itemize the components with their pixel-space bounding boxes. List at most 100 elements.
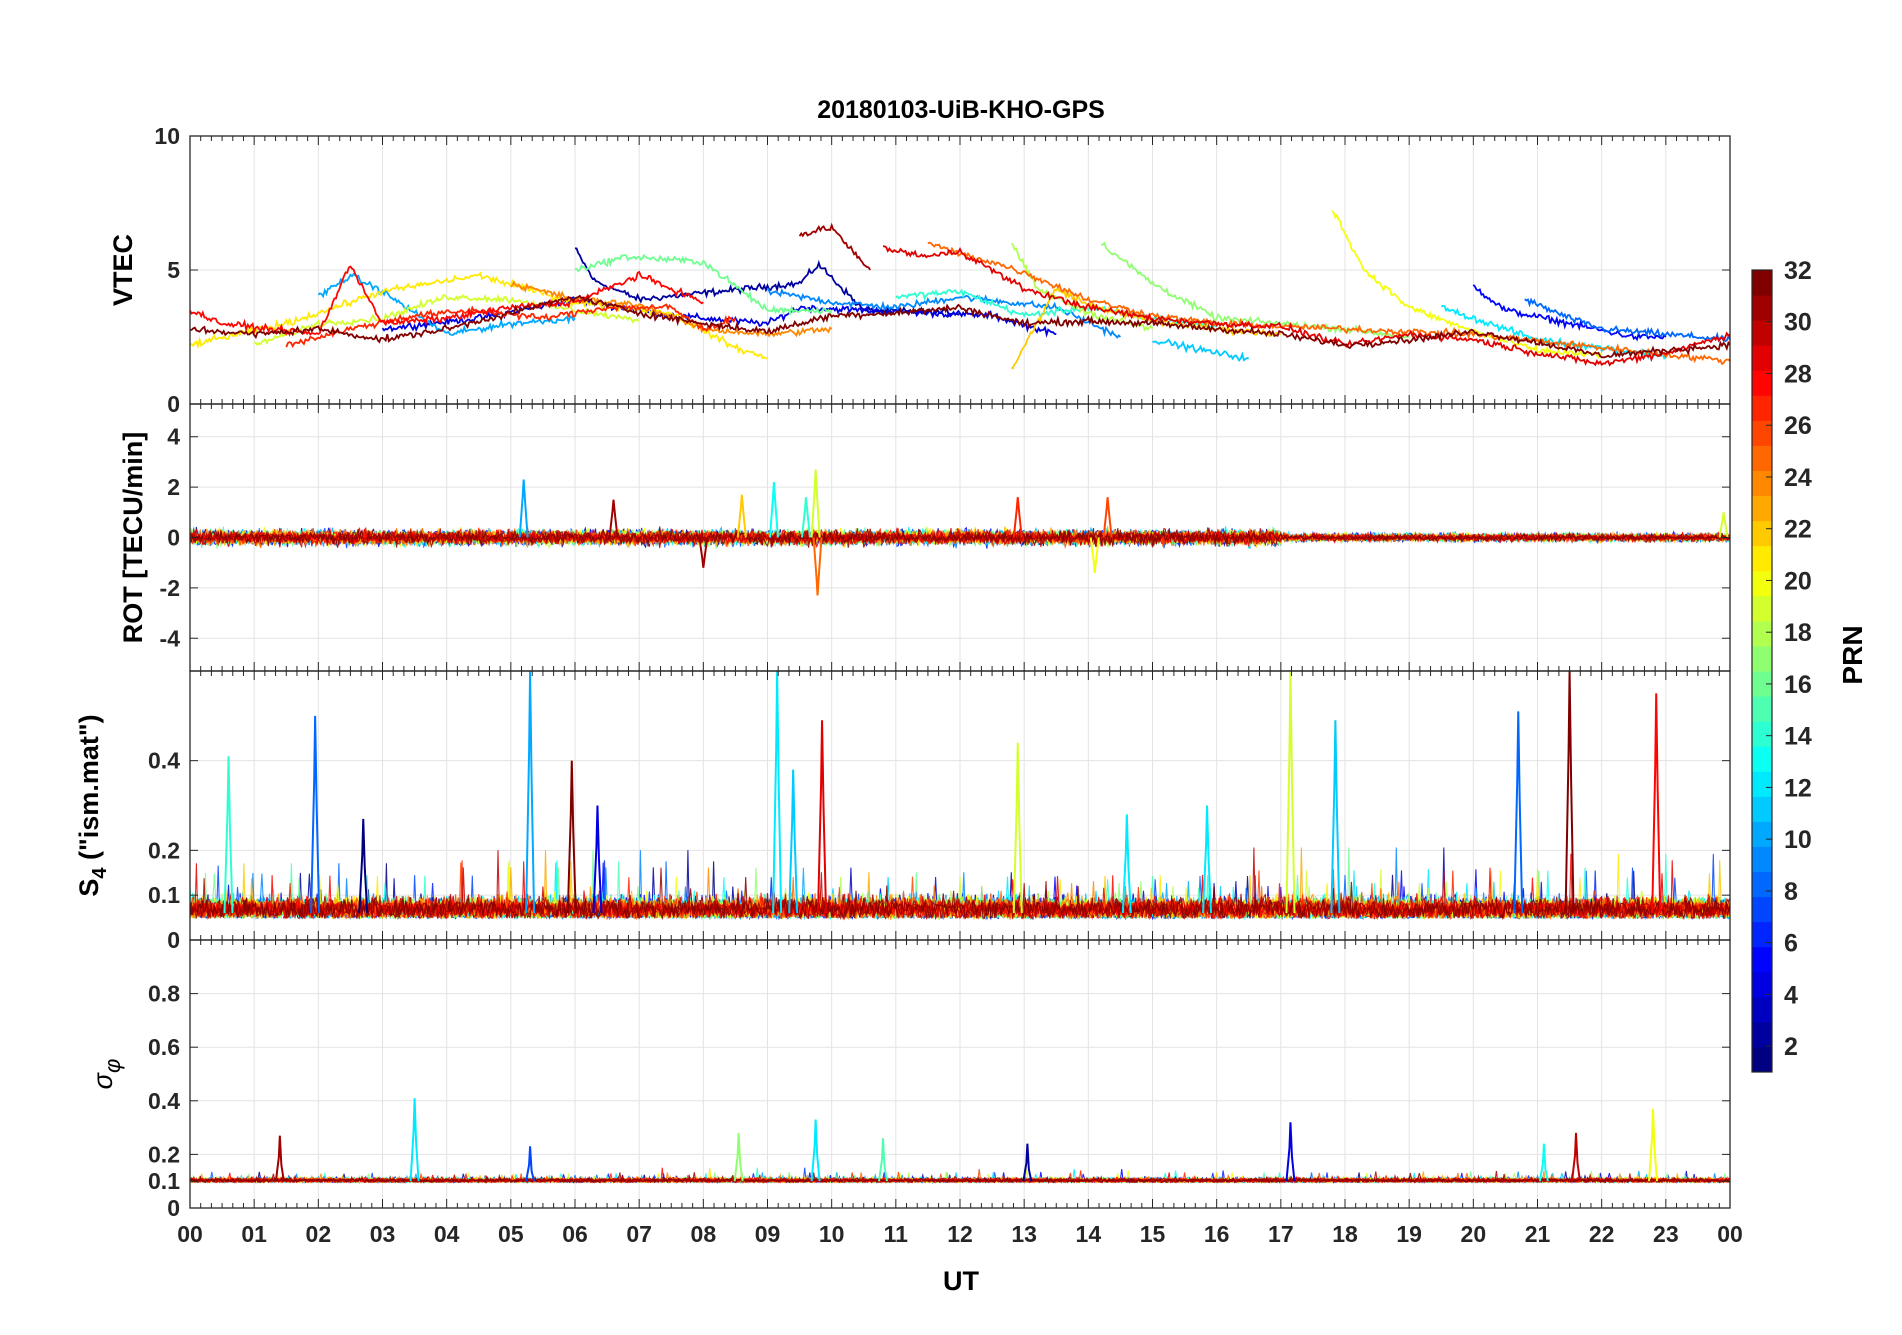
y-axis-label: ROT [TECU/min]: [118, 432, 148, 643]
colorbar-bin: [1752, 896, 1772, 923]
vtec-line-prn-21: [190, 271, 768, 360]
colorbar-frame: [1751, 269, 1773, 1073]
spike-mark: [1022, 1143, 1033, 1182]
colorbar-bin: [1752, 946, 1772, 973]
spike-mark: [801, 497, 811, 538]
vtec-line-prn-4: [381, 296, 1057, 338]
spike-mark: [1202, 805, 1213, 914]
colorbar-bin: [1752, 796, 1772, 822]
y-tick-label: 0: [167, 391, 180, 417]
spike-mark: [566, 760, 577, 914]
spike-mark: [1121, 814, 1132, 914]
spike-mark: [733, 1132, 744, 1182]
colorbar-bin: [1752, 370, 1772, 396]
x-tick-label: 08: [691, 1221, 717, 1247]
spike-mark: [1648, 1108, 1658, 1182]
y-tick-label: 0: [167, 927, 180, 953]
spike-mark: [817, 720, 828, 914]
spike-mark: [608, 499, 619, 538]
y-tick-label: 4: [167, 424, 180, 450]
colorbar-bin: [1752, 395, 1772, 421]
colorbar-tick-label: 16: [1784, 671, 1812, 699]
y-tick-label: 0.8: [148, 981, 180, 1007]
spike-mark: [772, 671, 783, 914]
colorbar-tick-label: 20: [1784, 567, 1812, 595]
spike-mark: [1330, 720, 1341, 914]
y-tick-label: 2: [167, 474, 180, 500]
spike-mark: [810, 469, 821, 538]
x-tick-label: 01: [241, 1221, 267, 1247]
x-tick-label: 15: [1140, 1221, 1166, 1247]
colorbar-bin: [1752, 570, 1772, 597]
colorbar-bin: [1752, 871, 1772, 898]
spike-mark: [1513, 711, 1524, 914]
noise-line-prn-32: [190, 526, 1730, 548]
colorbar-bin: [1752, 1021, 1772, 1048]
colorbar-bin: [1752, 1046, 1772, 1073]
y-tick-label: 0.2: [148, 1141, 180, 1167]
vtec-line-prn-32: [190, 294, 1730, 359]
x-tick-label: 22: [1589, 1221, 1615, 1247]
x-tick-label: 00: [1717, 1221, 1743, 1247]
chart-title: 20180103-UiB-KHO-GPS: [817, 96, 1105, 124]
y-tick-label: 0.4: [148, 1088, 180, 1114]
noise-line-prn-32: [190, 1172, 1730, 1184]
x-tick-label: 23: [1653, 1221, 1679, 1247]
colorbar-tick-label: 26: [1784, 412, 1812, 440]
spike-mark: [1285, 671, 1296, 914]
y-axis-label: σφ: [88, 1059, 125, 1090]
vtec-line-prn-31: [798, 222, 871, 271]
y-tick-label: 0.1: [148, 1168, 180, 1194]
spike-mark: [788, 769, 799, 914]
colorbar-bin: [1752, 620, 1772, 647]
vtec-line-prn-25: [927, 241, 1730, 366]
colorbar-bin: [1752, 270, 1772, 296]
panel-3-series: [190, 1098, 1730, 1185]
colorbar-bin: [1752, 595, 1772, 622]
vtec-line-prn-8: [1524, 297, 1730, 343]
x-tick-label: 09: [755, 1221, 781, 1247]
colorbar-tick-label: 22: [1784, 516, 1812, 544]
spike-mark: [592, 805, 603, 914]
x-axis-title: UT: [943, 1266, 979, 1296]
colorbar-tick-label: 14: [1784, 723, 1812, 751]
vtec-line-prn-10: [317, 272, 576, 336]
y-tick-label: 10: [154, 123, 180, 149]
spike-mark: [768, 482, 779, 538]
colorbar-bin: [1752, 445, 1772, 471]
x-tick-label: 19: [1396, 1221, 1422, 1247]
colorbar-bin: [1752, 495, 1772, 522]
colorbar-bin: [1752, 320, 1772, 346]
colorbar-tick-label: 10: [1784, 826, 1812, 854]
colorbar-bin: [1752, 971, 1772, 998]
x-tick-label: 13: [1011, 1221, 1037, 1247]
colorbar-bin: [1752, 996, 1772, 1023]
colorbar-bin: [1752, 771, 1772, 797]
x-tick-label: 06: [562, 1221, 588, 1247]
noise-line-prn-29: [190, 528, 1730, 549]
spike-mark: [1285, 1122, 1296, 1182]
spike-mark: [1089, 537, 1100, 573]
colorbar-tick-label: 24: [1784, 464, 1812, 492]
colorbar-bin: [1752, 520, 1772, 547]
y-axis-label: VTEC: [108, 234, 138, 306]
panel-0-series: [190, 210, 1730, 370]
colorbar-bin: [1752, 295, 1772, 321]
spike-mark: [358, 818, 369, 914]
colorbar-tick-label: 6: [1784, 930, 1798, 958]
spike-mark: [223, 756, 234, 914]
y-tick-label: 0.6: [148, 1034, 180, 1060]
colorbar-bin: [1752, 645, 1772, 672]
colorbar-tick-label: 28: [1784, 360, 1812, 388]
colorbar-tick-label: 2: [1784, 1033, 1798, 1061]
spike-mark: [1571, 1132, 1581, 1182]
colorbar-bin: [1752, 671, 1772, 697]
x-tick-label: 02: [306, 1221, 332, 1247]
colorbar-tick-label: 8: [1784, 878, 1798, 906]
spike-mark: [274, 1135, 285, 1182]
data-layer: [190, 210, 1730, 1185]
